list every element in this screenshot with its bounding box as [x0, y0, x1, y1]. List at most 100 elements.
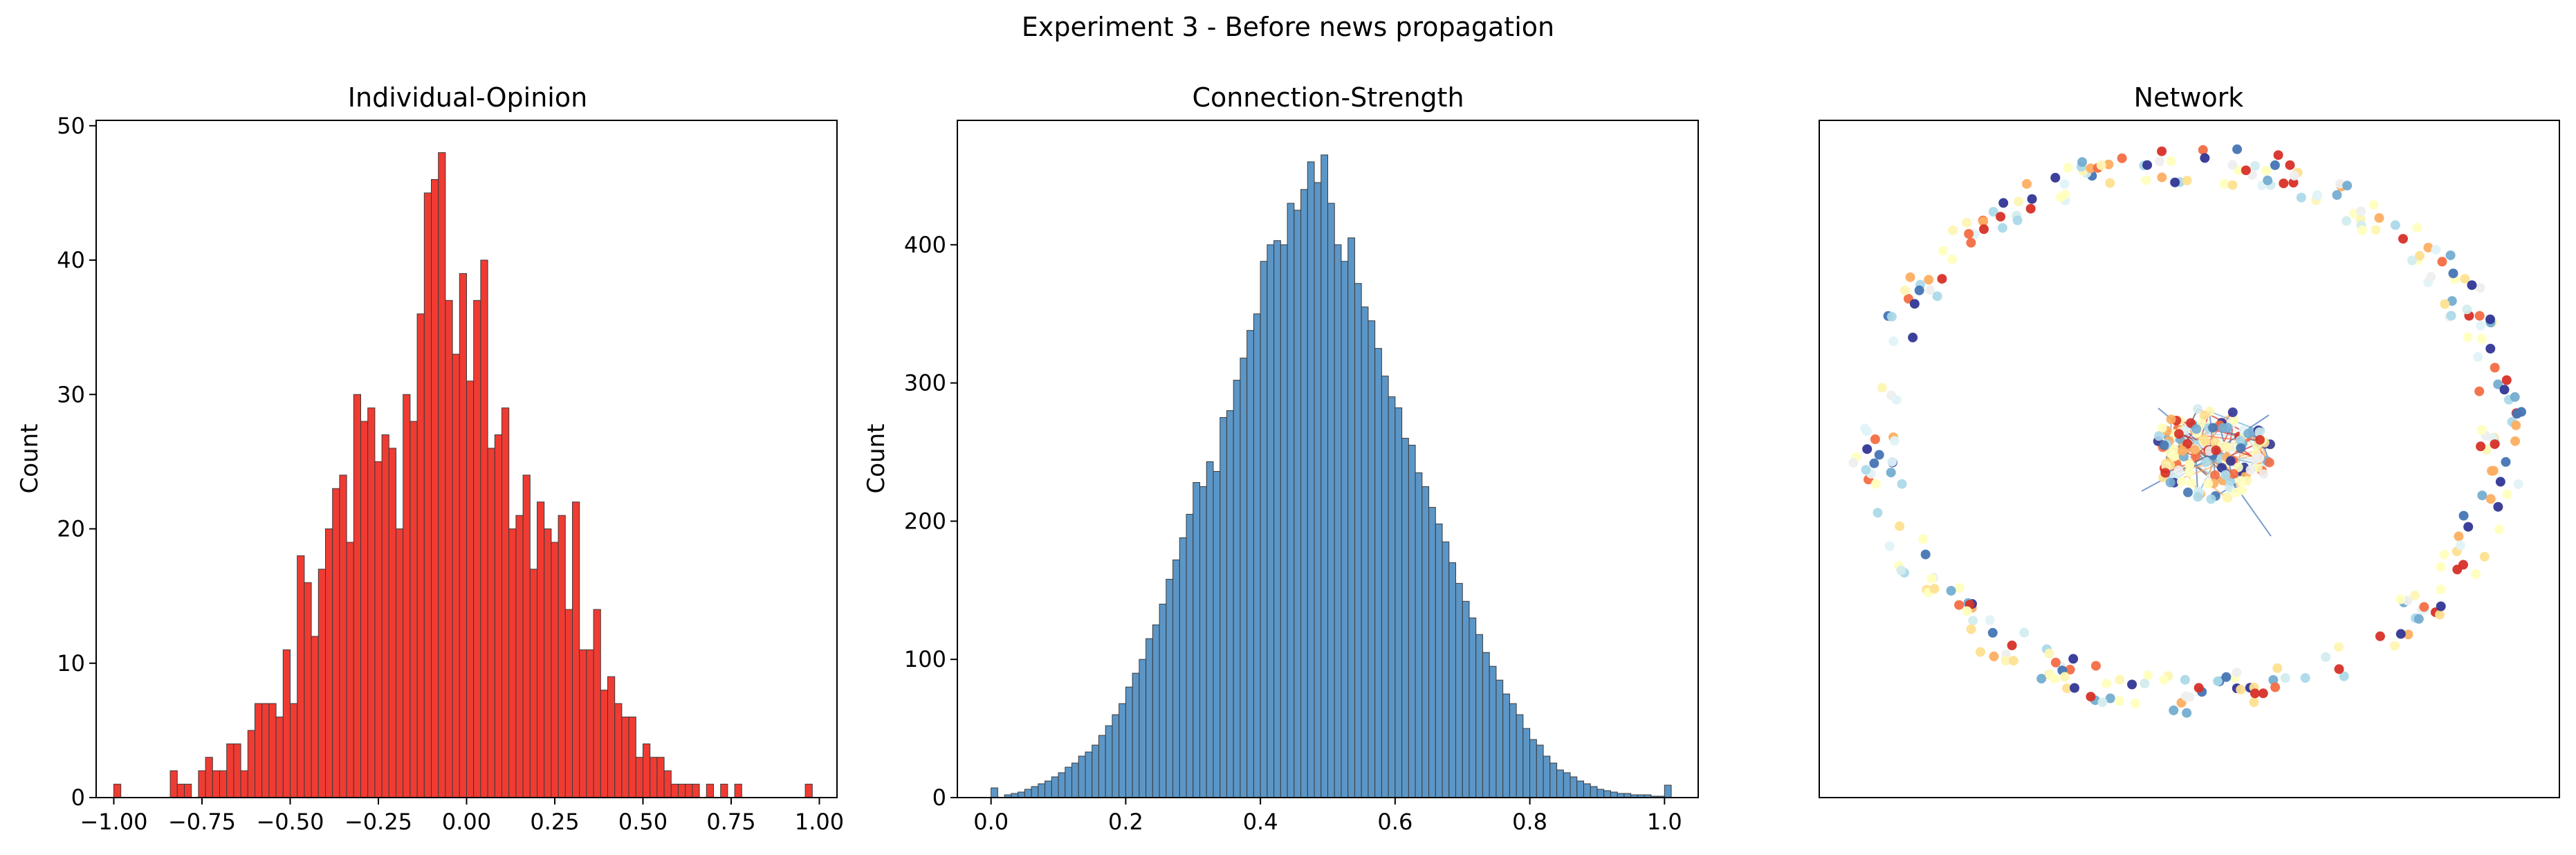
network-node — [2070, 683, 2079, 693]
connection-histogram-bar — [1489, 665, 1497, 798]
network-node — [2186, 418, 2196, 428]
y-tick-label: 200 — [904, 508, 946, 534]
network-node — [2460, 274, 2470, 284]
y-tick-label: 100 — [904, 646, 946, 672]
x-tick-label: 0.50 — [618, 809, 668, 835]
network-node — [1908, 332, 1918, 342]
connection-histogram-bar — [1031, 786, 1039, 798]
connection-histogram-bar — [1502, 693, 1510, 798]
opinion-histogram-bar — [403, 394, 411, 798]
network-node — [2141, 175, 2151, 185]
network-node — [1870, 479, 1881, 489]
connection-histogram-bar — [1045, 780, 1052, 798]
network-node — [2178, 445, 2188, 456]
network-node — [2022, 178, 2032, 189]
connection-histogram-bar — [1354, 283, 1362, 798]
connection-histogram-bar — [1186, 513, 1194, 798]
network-node — [2321, 652, 2331, 662]
opinion-histogram-bar — [339, 475, 347, 798]
connection-histogram-bar — [1280, 244, 1288, 798]
network-node — [2227, 160, 2238, 170]
network-node — [2471, 569, 2481, 579]
network-node — [2025, 203, 2036, 214]
connection-histogram-bar — [1085, 751, 1093, 798]
network-node — [2250, 688, 2260, 699]
network-node — [2436, 601, 2446, 612]
network-node — [1870, 434, 1880, 444]
opinion-histogram-bar — [184, 784, 192, 798]
network-node — [1946, 586, 1956, 596]
network-node — [2502, 489, 2512, 499]
opinion-histogram-bar — [579, 649, 587, 798]
connection-histogram-bar — [1408, 445, 1416, 798]
connection-histogram-bar — [1462, 600, 1470, 798]
opinion-histogram-bar — [169, 770, 178, 798]
network-node — [2096, 160, 2106, 170]
connection-histogram-bar — [1603, 790, 1611, 798]
network-node — [2485, 344, 2496, 353]
opinion-histogram-bar — [205, 757, 213, 798]
network-node — [2232, 668, 2242, 678]
connection-histogram-bar — [1361, 306, 1369, 798]
opinion-histogram-bar — [600, 690, 608, 798]
network-node — [2254, 453, 2265, 463]
opinion-histogram-bar — [176, 784, 185, 798]
network-node — [1932, 291, 1942, 302]
network-node — [2182, 176, 2192, 185]
y-tick-label: 40 — [57, 247, 85, 273]
network-node — [1937, 274, 1947, 284]
network-node — [2222, 493, 2232, 502]
network-node — [2439, 549, 2449, 560]
opinion-histogram-bar — [438, 152, 446, 798]
network-node — [1909, 299, 1920, 309]
network-node — [2159, 674, 2169, 685]
opinion-histogram-x-axis: −1.00 −0.75 −0.50 −0.25 0.00 0.25 0.50 0.75 1.00 — [80, 798, 844, 835]
network-node — [1877, 383, 1887, 393]
network-node — [2342, 216, 2352, 226]
connection-histogram-bar — [1583, 783, 1591, 798]
network-node — [1966, 624, 1976, 634]
network-node — [2494, 524, 2504, 535]
network-node — [2249, 697, 2259, 708]
connection-histogram-bar — [1038, 783, 1046, 798]
opinion-histogram-bar — [423, 192, 432, 798]
network-node — [2227, 407, 2238, 417]
connection-histogram-bar — [1240, 358, 1248, 798]
opinion-histogram-bar — [233, 743, 241, 798]
network-node — [2157, 146, 2167, 156]
opinion-histogram-bar — [635, 757, 643, 798]
network-node — [2000, 656, 2011, 665]
network-node — [2402, 596, 2413, 606]
opinion-histogram-y-axis: 0 10 20 30 40 50 — [57, 113, 96, 811]
network-node — [1914, 285, 1924, 295]
opinion-histogram-bar — [502, 407, 510, 798]
connection-histogram-bar — [1098, 735, 1106, 798]
connection-histogram-bar — [1112, 714, 1120, 798]
network-node — [2191, 424, 2202, 434]
opinion-histogram-bar — [374, 461, 383, 798]
network-node — [2334, 642, 2344, 652]
network-node — [2117, 153, 2127, 163]
network-node — [2236, 476, 2246, 486]
connection-histogram-bar — [1529, 739, 1537, 798]
connection-histogram-bar — [1442, 541, 1450, 798]
opinion-histogram-bar — [360, 421, 369, 798]
network-node — [1888, 336, 1899, 347]
connection-histogram-bar — [1543, 755, 1551, 798]
x-tick-label: −0.75 — [168, 809, 236, 835]
network-node — [2165, 448, 2175, 459]
network-node — [2357, 225, 2367, 235]
connection-histogram-bar — [1496, 679, 1504, 798]
network-node — [2407, 255, 2417, 266]
opinion-histogram-bar — [529, 569, 537, 798]
x-tick-label: 0.00 — [442, 809, 491, 835]
connection-histogram-bar — [1071, 762, 1079, 798]
network-node — [2232, 144, 2243, 154]
network-node — [2485, 314, 2495, 324]
network-node — [2474, 311, 2485, 321]
network-node — [1861, 465, 1871, 475]
x-tick-label: 1.0 — [1647, 809, 1682, 835]
network-node — [2199, 410, 2209, 421]
network-node — [1886, 311, 1897, 322]
network-node — [1905, 272, 1915, 282]
